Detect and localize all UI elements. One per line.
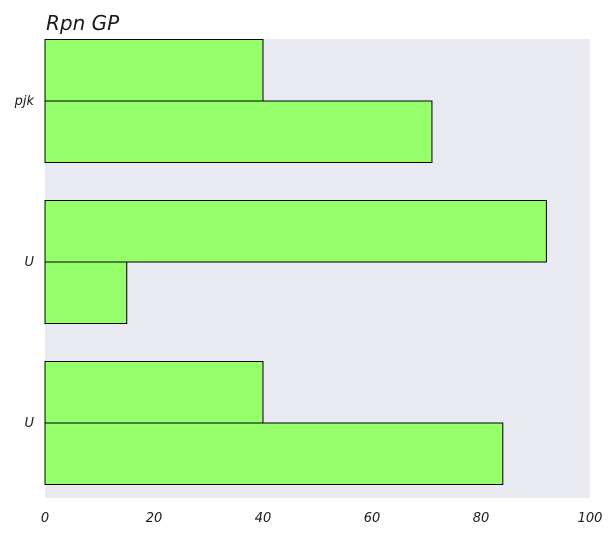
- x-tick-label: 100: [578, 511, 603, 526]
- bar-U-2: [44, 261, 128, 324]
- chart-title: Rpn GP: [46, 11, 120, 35]
- x-tick-labels: 0 20 40 60 80 100: [41, 511, 603, 526]
- x-tick-label: 40: [255, 511, 272, 526]
- y-tick-label: pjk: [14, 94, 35, 109]
- x-tick-label: 60: [364, 511, 381, 526]
- bar-U-2: [44, 422, 504, 485]
- x-tick-label: 0: [41, 511, 49, 526]
- bar-pjk-2: [44, 100, 433, 163]
- y-tick-labels: pjk U U: [14, 94, 35, 431]
- x-tick-label: 80: [473, 511, 490, 526]
- y-tick-label: U: [24, 416, 34, 431]
- y-tick-label: U: [24, 255, 34, 270]
- bar-U-1: [44, 361, 264, 424]
- bar-U-1: [44, 200, 547, 263]
- bar-pjk-1: [44, 39, 264, 102]
- bars: [44, 39, 547, 485]
- x-tick-label: 20: [146, 511, 163, 526]
